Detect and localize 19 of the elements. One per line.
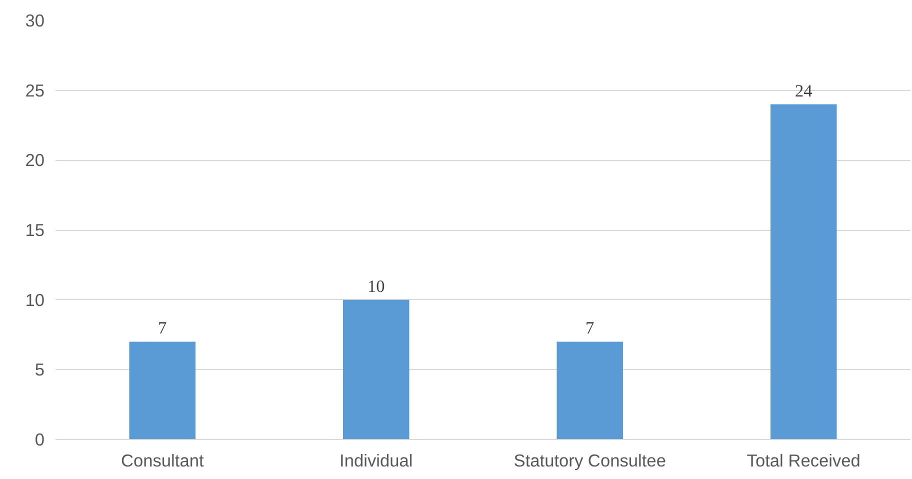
y-tick-label: 5 [34,360,45,380]
bar [129,342,196,440]
y-tick-label: 30 [25,10,45,30]
data-label: 24 [794,81,813,100]
data-label: 10 [367,276,385,296]
bar [556,342,624,440]
y-tick-label: 25 [25,80,45,100]
data-label: 7 [586,318,595,338]
y-tick-label: 20 [25,150,45,170]
x-tick-label: Consultant [120,450,204,470]
bar [342,300,410,440]
data-label: 7 [158,318,168,338]
y-tick-label: 10 [25,290,45,310]
bar [770,104,837,440]
y-tick-label: 0 [34,430,45,450]
x-tick-label: Statutory Consultee [514,450,666,470]
y-tick-label: 15 [25,220,45,240]
x-tick-label: Total Received [746,450,860,470]
x-tick-label: Individual [340,450,413,470]
